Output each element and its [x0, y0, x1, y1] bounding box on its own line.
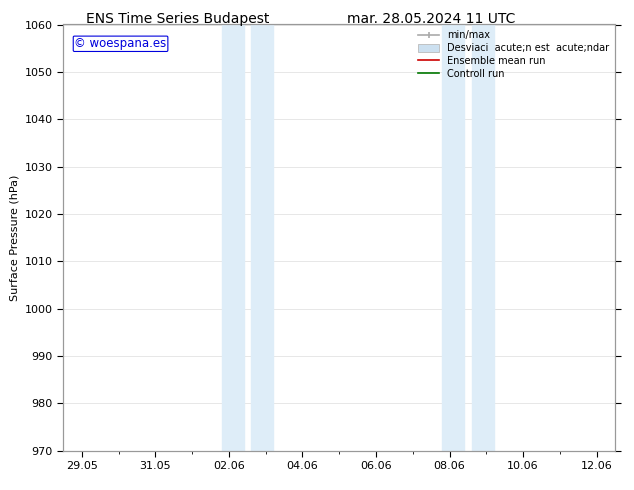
Bar: [442, 24, 464, 451]
Bar: [251, 24, 273, 451]
Bar: [221, 24, 243, 451]
Legend: min/max, Desviaci  acute;n est  acute;ndar, Ensemble mean run, Controll run: min/max, Desviaci acute;n est acute;ndar…: [414, 26, 613, 83]
Bar: [472, 24, 494, 451]
Text: mar. 28.05.2024 11 UTC: mar. 28.05.2024 11 UTC: [347, 12, 515, 26]
Text: © woespana.es: © woespana.es: [74, 37, 167, 50]
Y-axis label: Surface Pressure (hPa): Surface Pressure (hPa): [10, 174, 19, 301]
Text: ENS Time Series Budapest: ENS Time Series Budapest: [86, 12, 269, 26]
